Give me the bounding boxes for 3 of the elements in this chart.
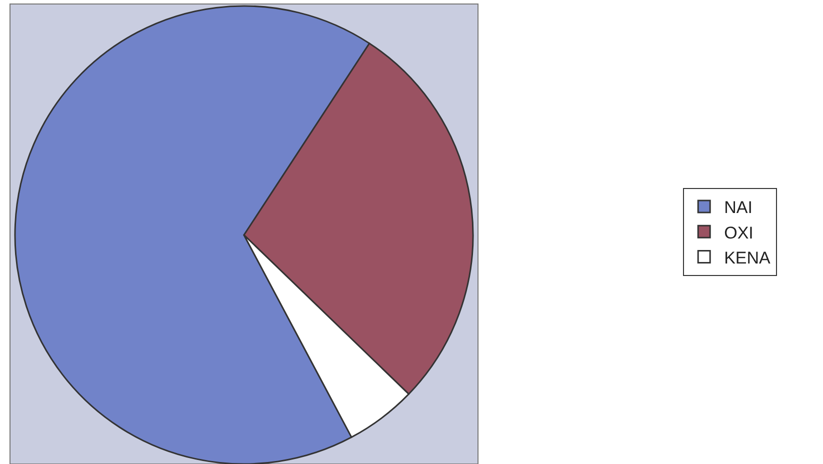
legend-label: ΟΧΙ <box>724 223 754 242</box>
legend-label: ΚΕΝΑ <box>724 248 772 268</box>
legend-label: ΝΑΙ <box>724 198 752 218</box>
